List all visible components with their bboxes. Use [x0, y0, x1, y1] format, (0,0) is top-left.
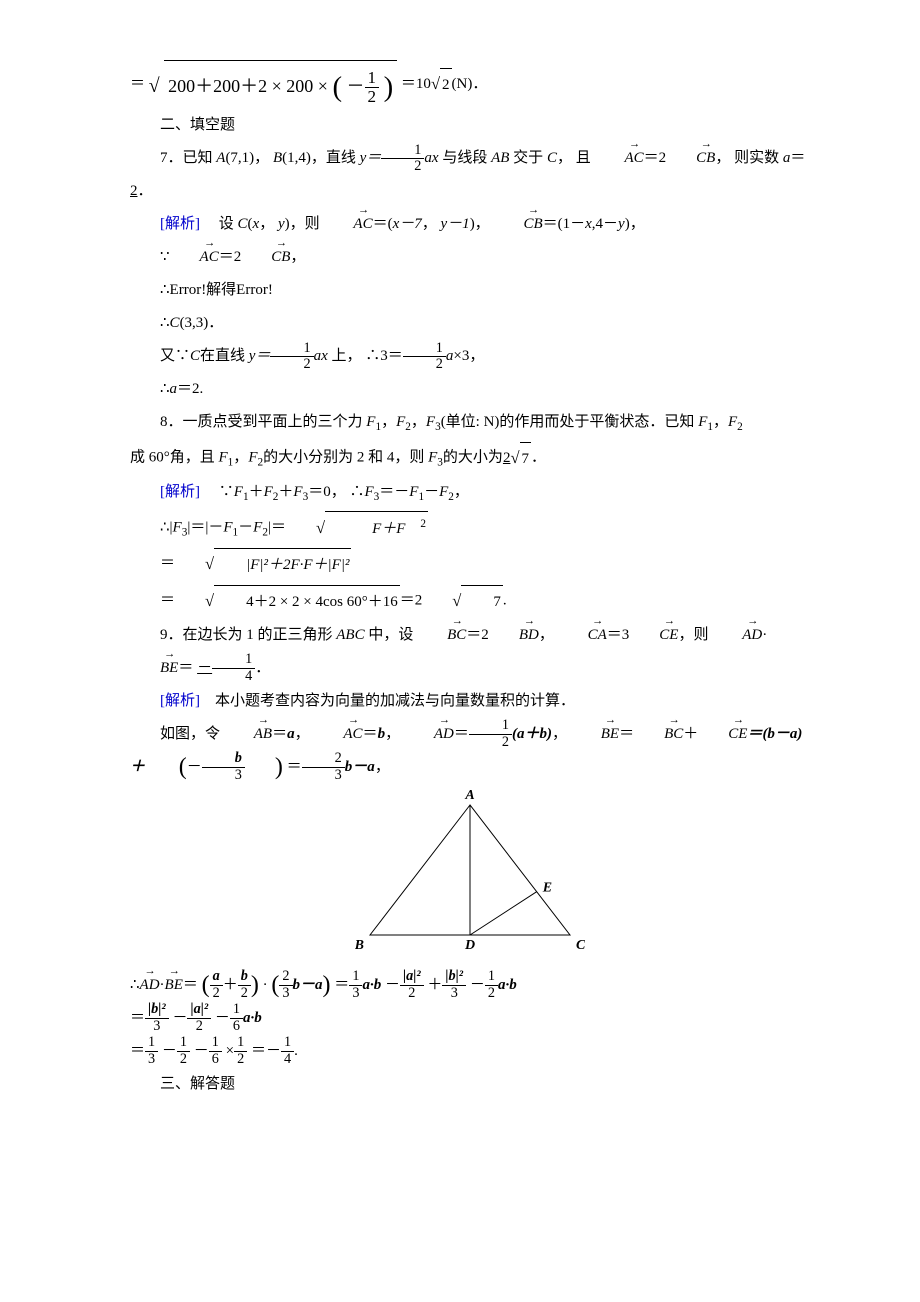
svg-text:E: E	[542, 881, 552, 896]
eq-prefix: ＝	[130, 76, 145, 92]
q8-stem: 8．一质点受到平面上的三个力 F1，F2，F3(单位: N)的作用而处于平衡状态…	[130, 406, 810, 440]
q9-sol-setup: 如图，令 AB＝a， AC＝b， AD＝12(a＋b)， BE＝BC＋CE＝(b…	[130, 718, 810, 784]
q7-sol-3: ∴Error!解得Error!	[130, 274, 810, 307]
q8-sol-3: ＝|F|²＋2F·F＋|F|²	[130, 546, 810, 582]
svg-text:A: A	[464, 790, 474, 803]
lparen: (	[332, 73, 342, 102]
q7-answer: 2	[130, 183, 138, 199]
analysis-label: [解析]	[160, 693, 200, 709]
q7-sol-1: [解析] 设 C(x， y)，则 AC＝(x－7， y－1)， CB＝(1－x,…	[130, 208, 810, 241]
q9-calc-1: ∴AD·BE＝ (a2＋b2) · (23b－a) ＝13a·b －|a|²2 …	[130, 969, 810, 1002]
analysis-label: [解析]	[160, 216, 200, 232]
analysis-label: [解析]	[160, 484, 200, 500]
q7-stem: 7．已知 A(7,1)， B(1,4)，直线 y＝12ax 与线段 AB 交于 …	[130, 142, 810, 208]
q9-answer: －14	[197, 660, 255, 676]
svg-text:D: D	[464, 938, 475, 950]
q8-stem-2: 成 60°角，且 F1，F2的大小分别为 2 和 4，则 F3的大小为27．	[130, 440, 810, 476]
q8-sol-4: ＝4＋2 × 2 × 4cos 60°＋16＝27.	[130, 583, 810, 619]
frac-neg-half: 12	[365, 69, 380, 108]
vec-ac: AC	[594, 142, 643, 175]
unit-n: (N)．	[452, 76, 488, 92]
triangle-diagram: A B C D E	[130, 790, 810, 963]
rparen: )	[384, 73, 394, 102]
q8-sol-2: ∴|F3|＝|－F1－F2|＝ F＋F 2	[130, 510, 810, 546]
q7-sol-4: ∴C(3,3)．	[130, 307, 810, 340]
q7-sol-6: ∴a＝2.	[130, 373, 810, 406]
q8-sol-1: [解析] ∵F1＋F2＋F3＝0， ∴F3＝－F1－F2，	[130, 476, 810, 510]
q8-answer: 27	[503, 450, 531, 466]
eq-top: ＝ 200＋200＋2 × 200 × ( －12 ) ＝102(N)．	[130, 60, 810, 109]
q7-sol-5: 又∵C在直线 y＝12ax 上， ∴3＝12a×3，	[130, 340, 810, 373]
sqrt-big: 200＋200＋2 × 200 × ( －12 )	[149, 60, 397, 109]
sqrt2: 2	[431, 66, 452, 102]
q9-stem: 9．在边长为 1 的正三角形 ABC 中，设 BC＝2BD， CA＝3CE，则 …	[130, 619, 810, 685]
svg-text:C: C	[576, 938, 585, 950]
triangle-svg: A B C D E	[355, 790, 585, 950]
svg-text:B: B	[355, 938, 364, 950]
q9-calc-2: ＝|b|²3 －|a|²2 －16a·b	[130, 1002, 810, 1035]
vec-cb: CB	[666, 142, 715, 175]
q9-calc-3: ＝13 －12 －16 ×12 ＝－14.	[130, 1035, 810, 1068]
result-coeff: ＝10	[401, 76, 431, 92]
q7-sol-2: ∵AC＝2CB，	[130, 241, 810, 274]
radicand-text: 200＋200＋2 × 200 ×	[168, 76, 332, 96]
section-3-title: 三、解答题	[130, 1068, 810, 1101]
